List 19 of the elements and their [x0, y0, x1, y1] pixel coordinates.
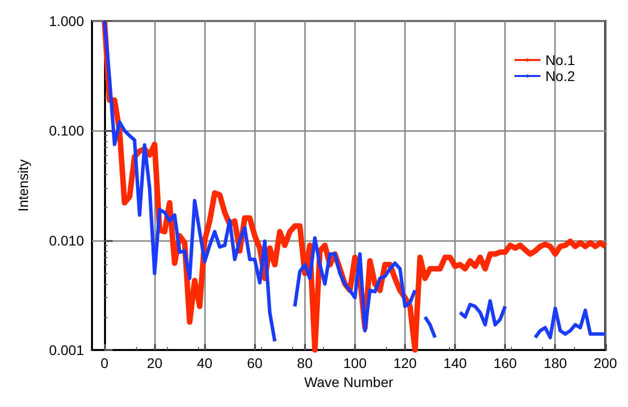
- y-tick-label: 0.010: [48, 232, 84, 248]
- y-tick-label: 0.100: [48, 122, 84, 139]
- x-tick-label: 120: [393, 355, 417, 371]
- x-tick-label: 160: [493, 355, 518, 371]
- x-tick-label: 0: [100, 355, 109, 371]
- y-tick-label: 1.000: [48, 13, 84, 29]
- x-tick-label: 40: [196, 355, 213, 371]
- legend-label: No.2: [545, 68, 576, 84]
- y-axis-title: Intensity: [15, 159, 31, 212]
- x-tick-label: 200: [594, 355, 618, 371]
- x-tick-label: 20: [146, 355, 163, 371]
- x-tick-label: 140: [443, 355, 467, 371]
- x-tick-label: 100: [343, 355, 367, 371]
- x-tick-label: 60: [246, 355, 263, 371]
- x-axis-title: Wave Number: [304, 374, 394, 390]
- legend-label: No.1: [545, 52, 576, 68]
- x-tick-label: 80: [297, 355, 313, 371]
- y-tick-label: 0.001: [48, 342, 84, 358]
- x-tick-label: 180: [544, 355, 568, 371]
